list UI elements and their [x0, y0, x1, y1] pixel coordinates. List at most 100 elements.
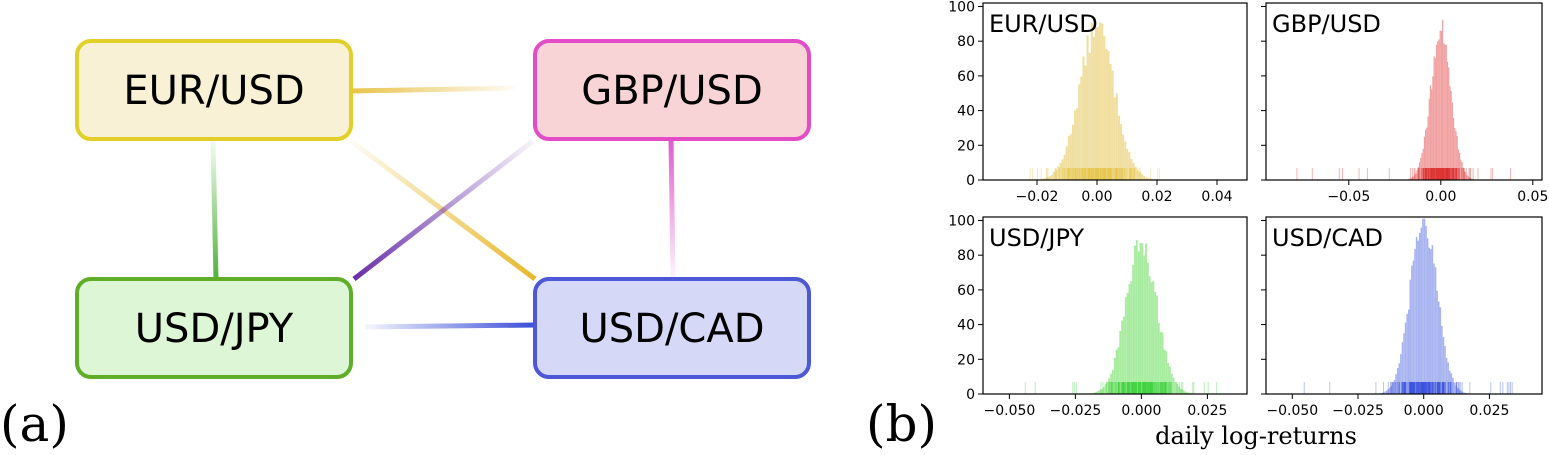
y-tick-label: 0 — [966, 387, 975, 403]
hist-bar — [1178, 386, 1180, 394]
y-tick-label: 0 — [966, 173, 975, 189]
hist-bar — [1438, 39, 1440, 180]
hist-bar — [1113, 97, 1116, 180]
hist-bar — [1046, 177, 1049, 180]
hist-bar — [1141, 243, 1144, 394]
x-tick-label: −0.050 — [983, 403, 1035, 419]
hist-bar — [1454, 127, 1456, 180]
hist-bar — [1146, 262, 1149, 394]
hist-bar — [1384, 391, 1386, 394]
hist-bar — [1414, 174, 1416, 180]
hist-bar — [1128, 284, 1131, 394]
hist-bar — [1469, 177, 1472, 180]
hist-bar — [1145, 177, 1148, 180]
hist-bar — [1134, 245, 1136, 394]
hist-bar — [1111, 70, 1114, 180]
hist-bar — [1458, 389, 1460, 394]
plot-frame — [1265, 2, 1543, 181]
hist-bar — [1093, 392, 1096, 394]
hist-bar — [1442, 19, 1444, 180]
edge-gbp-cad — [668, 138, 676, 280]
hist-bar — [1448, 370, 1451, 394]
hist-bar — [1461, 391, 1464, 394]
hist-bar — [1430, 249, 1432, 394]
hist-bar — [1123, 316, 1125, 394]
hist-bar — [1161, 332, 1164, 394]
hist-bar — [1128, 152, 1131, 180]
hist-bar — [1461, 161, 1463, 180]
hist-bar — [1163, 349, 1166, 394]
hist-bar — [1157, 322, 1160, 394]
hist-bar — [1147, 177, 1150, 180]
hist-bar — [1176, 383, 1179, 394]
hist-bar — [1063, 154, 1066, 180]
plot-frame — [982, 216, 1248, 395]
hist-bar — [1159, 332, 1162, 394]
x-tick-label: 0.05 — [1517, 189, 1548, 205]
x-tick-label: 0.04 — [1201, 189, 1232, 205]
hist-bar — [1061, 159, 1064, 180]
hist-bar — [1100, 388, 1103, 394]
hist-bar — [1437, 41, 1439, 181]
hist-bar — [1433, 56, 1435, 181]
y-tick-label: 60 — [957, 283, 975, 299]
node-eur-usd: EUR/USD — [75, 39, 353, 141]
hist-bar — [1392, 382, 1394, 394]
hist-bar — [1106, 381, 1109, 394]
hist-bar — [1150, 282, 1153, 394]
histogram-usd-jpy: 0 20 40 60 80 100 −0.050 −0.025 0.000 0.025 USD/JP… — [948, 213, 1248, 419]
hist-bar — [1092, 36, 1095, 180]
hist-bar — [1172, 377, 1175, 394]
hist-bar — [1390, 385, 1393, 394]
hist-bar — [1420, 227, 1423, 394]
hist-bar — [1412, 260, 1415, 394]
hist-bar — [1181, 389, 1184, 394]
hist-bar — [1057, 166, 1060, 180]
node-gbp-usd: GBP/USD — [533, 39, 811, 141]
node-gbp-usd-label: GBP/USD — [581, 68, 763, 114]
hist-bar — [1435, 44, 1438, 180]
hist-bar — [1385, 390, 1388, 394]
hist-bar — [1103, 35, 1106, 180]
hist-bar — [1102, 387, 1105, 394]
x-axis-label: daily log-returns — [1155, 422, 1357, 450]
edge-eur-jpy — [210, 138, 219, 280]
node-gbp-usd-box — [533, 39, 811, 141]
node-usd-jpy-box — [75, 277, 353, 379]
hist-bar — [1071, 124, 1075, 180]
hist-bar — [1124, 141, 1127, 180]
hist-bar — [1442, 336, 1445, 394]
hist-bar — [1431, 245, 1434, 394]
currency-network-diagram: EUR/USD GBP/USD USD/JPY USD/CAD (a) — [0, 39, 811, 453]
hist-bar — [1095, 391, 1098, 394]
y-tick-label: 80 — [957, 248, 975, 264]
hist-bar — [1436, 290, 1438, 394]
hist-bar — [1135, 239, 1138, 394]
node-eur-usd-box — [75, 39, 353, 141]
hist-bar — [1140, 174, 1143, 180]
panel-a-tag: (a) — [0, 395, 69, 453]
hist-bar — [1115, 93, 1118, 180]
histogram-usd-cad: −0.050 −0.025 0.000 0.025 USD/CAD — [1261, 216, 1543, 419]
hist-bar — [1187, 392, 1190, 394]
x-tick-label: 0.025 — [1187, 403, 1227, 419]
hist-bar — [1080, 76, 1083, 180]
hist-bar — [1105, 48, 1108, 181]
y-tick-label: 40 — [957, 318, 975, 334]
hist-bar — [1427, 116, 1429, 180]
hist-bar — [1434, 267, 1437, 394]
hist-bar — [1426, 238, 1429, 394]
hist-bar — [1412, 176, 1415, 180]
hist-bar — [1468, 177, 1470, 180]
hist-bar — [1409, 279, 1412, 394]
hist-bar — [1097, 27, 1100, 181]
hist-bar — [1428, 98, 1430, 180]
hist-bar — [1107, 51, 1110, 180]
hist-bar — [1418, 232, 1421, 394]
hist-bar — [1463, 392, 1465, 394]
hist-bar — [1421, 153, 1423, 180]
hist-bar — [1069, 134, 1072, 180]
x-tick-label: −0.025 — [1332, 403, 1384, 419]
node-usd-jpy: USD/JPY — [75, 277, 353, 379]
hist-bar — [1119, 330, 1122, 394]
